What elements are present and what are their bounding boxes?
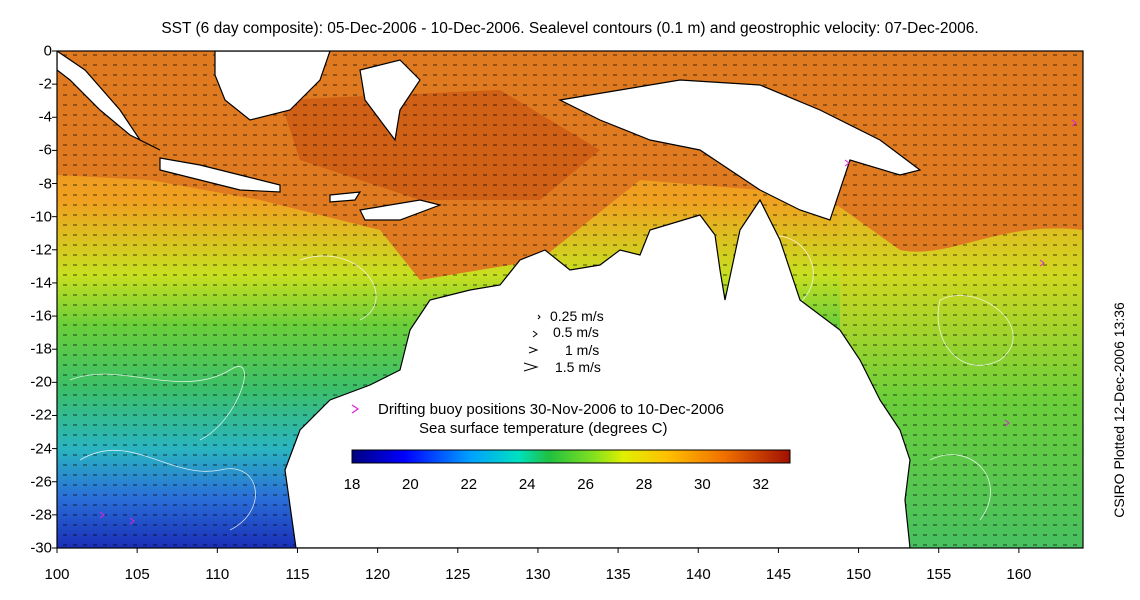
new-guinea <box>558 79 922 221</box>
colorbar-tick-label: 28 <box>635 476 653 493</box>
buoy-positions <box>99 119 1077 525</box>
java <box>159 157 281 193</box>
x-tick-label: 125 <box>445 566 471 583</box>
timor <box>359 199 443 221</box>
x-tick-label: 145 <box>765 566 791 583</box>
sulawesi <box>359 59 421 142</box>
arrow-1 <box>528 346 539 354</box>
colorbar-tick-label: 22 <box>460 476 478 493</box>
velocity-legend-label-1: 0.5 m/s <box>553 324 599 340</box>
arrow-0-5 <box>532 330 538 338</box>
y-tick-label: -8 <box>38 175 52 193</box>
y-tick-marks <box>52 50 57 549</box>
y-tick-label: -26 <box>30 473 52 491</box>
x-tick-label: 100 <box>44 566 70 583</box>
x-tick-label: 150 <box>846 566 872 583</box>
y-tick-label: -16 <box>30 307 52 325</box>
y-tick-label: -4 <box>38 108 52 126</box>
map-title: SST (6 day composite): 05-Dec-2006 - 10-… <box>161 20 979 37</box>
arrow-0-25 <box>537 314 541 320</box>
velocity-legend-label-0: 0.25 m/s <box>550 308 604 324</box>
sumbawa <box>329 191 362 203</box>
x-tick-label: 105 <box>124 566 150 583</box>
y-tick-label: -6 <box>38 141 52 159</box>
velocity-legend-label-2: 1 m/s <box>565 342 600 358</box>
x-tick-label: 130 <box>525 566 551 583</box>
sealevel-contours <box>69 235 1014 531</box>
y-tick-label: -20 <box>30 373 52 391</box>
x-tick-label: 135 <box>605 566 631 583</box>
y-tick-label: -14 <box>30 274 52 292</box>
x-tick-label: 120 <box>365 566 391 583</box>
x-tick-label: 160 <box>1006 566 1032 583</box>
x-tick-label: 110 <box>205 566 230 583</box>
sumatra <box>57 51 161 151</box>
x-tick-label: 140 <box>685 566 711 583</box>
borneo <box>214 51 331 121</box>
y-tick-label: -18 <box>30 340 52 358</box>
colorbar-tick-label: 32 <box>752 476 770 493</box>
y-tick-label: -30 <box>30 539 52 557</box>
colorbar-tick-label: 20 <box>402 476 419 493</box>
velocity-legend-label-3: 1.5 m/s <box>555 359 601 375</box>
y-tick-label: 0 <box>43 42 52 60</box>
velocity-legend-arrows <box>523 314 541 372</box>
colorbar-tick-label: 30 <box>694 476 711 493</box>
buoy-legend-label: Drifting buoy positions 30-Nov-2006 to 1… <box>378 401 725 418</box>
buoy-legend-marker <box>351 404 360 414</box>
colorbar-tick-label: 18 <box>343 476 361 493</box>
plot-frame <box>56 50 1084 549</box>
colorbar-tick-label: 24 <box>518 476 536 493</box>
x-tick-label: 115 <box>285 566 310 583</box>
x-tick-label: 155 <box>926 566 952 583</box>
colorbar <box>351 449 791 464</box>
credit-label: CSIRO Plotted 12-Dec-2006 13:36 <box>1111 302 1127 518</box>
y-tick-label: -24 <box>30 440 52 458</box>
colorbar-label: Sea surface temperature (degrees C) <box>419 420 668 437</box>
y-tick-label: -2 <box>38 75 52 93</box>
colorbar-tick-label: 26 <box>577 476 594 493</box>
map-area <box>57 51 1083 548</box>
x-tick-marks <box>56 548 1020 553</box>
y-tick-label: -10 <box>30 208 52 226</box>
y-tick-label: -28 <box>30 506 52 524</box>
arrow-1-5 <box>523 362 539 372</box>
y-tick-label: -22 <box>30 406 52 424</box>
y-tick-label: -12 <box>30 241 52 259</box>
